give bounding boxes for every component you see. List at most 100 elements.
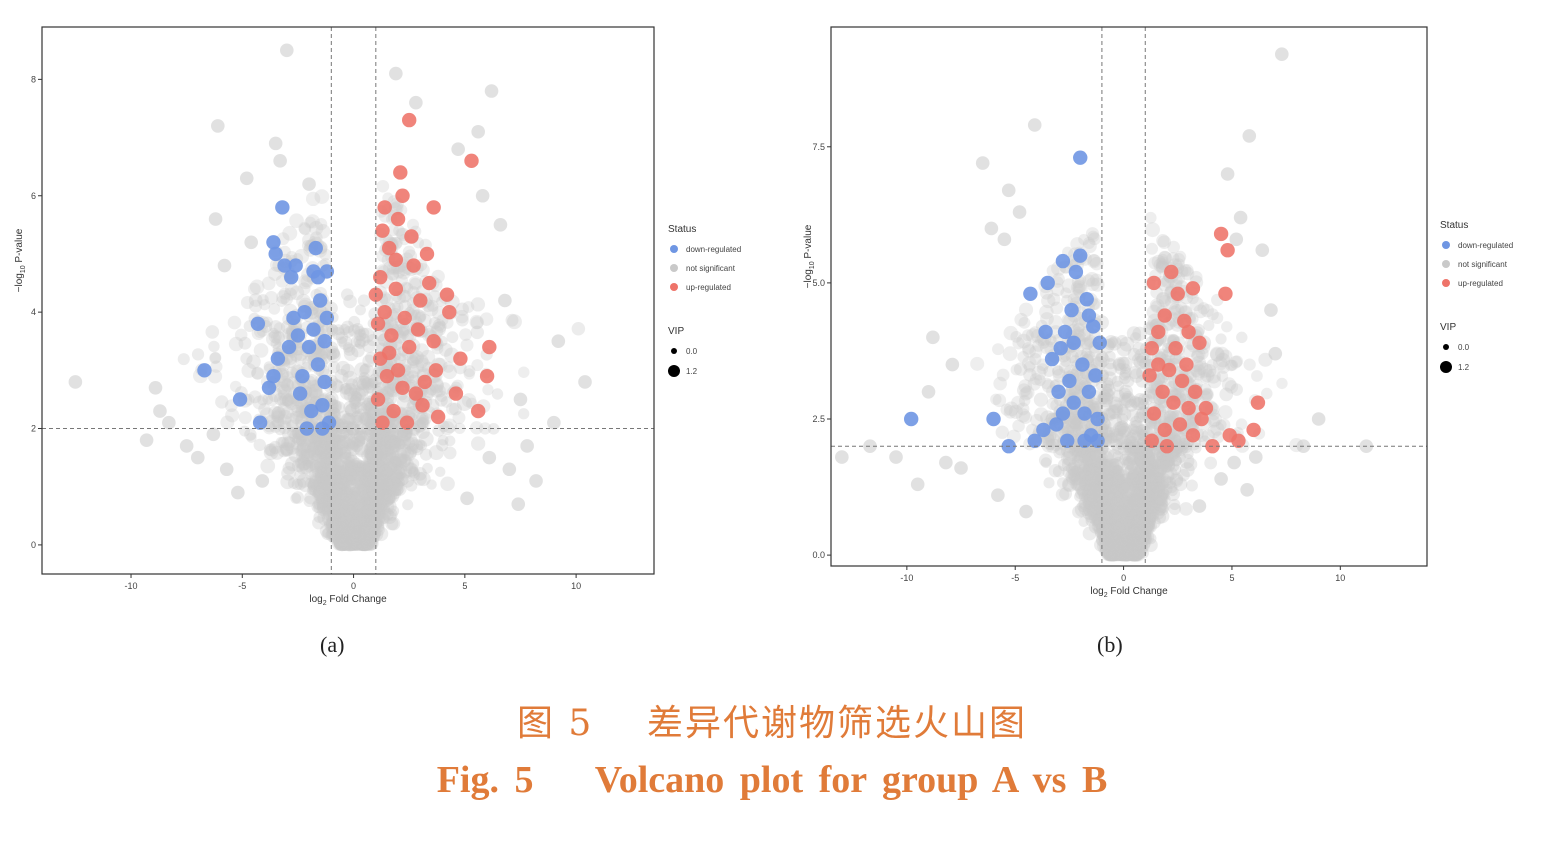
grey-point: [1156, 500, 1170, 514]
grey-point: [1078, 501, 1094, 516]
grey-point: [452, 411, 466, 425]
grey-point: [1129, 547, 1143, 561]
grey-point: [332, 521, 348, 537]
grey-point: [361, 521, 376, 536]
grey-point: [338, 536, 353, 551]
grey-point: [1115, 530, 1129, 544]
grey-point: [287, 426, 299, 439]
grey-point: [331, 493, 343, 505]
up-regulated-point: [453, 351, 468, 366]
grey-point: [318, 475, 334, 491]
grey-point: [1159, 453, 1175, 469]
grey-point: [381, 480, 395, 493]
grey-point: [377, 461, 390, 474]
grey-point: [331, 525, 347, 540]
grey-point: [366, 459, 378, 471]
grey-point: [359, 492, 375, 507]
grey-point: [299, 438, 315, 453]
grey-point: [356, 533, 369, 546]
grey-point: [311, 487, 327, 502]
grey-point: [1102, 525, 1117, 540]
grey-point: [356, 528, 368, 541]
grey-point: [1123, 508, 1134, 519]
grey-point: [382, 492, 396, 505]
grey-point: [360, 472, 375, 487]
grey-point: [354, 511, 367, 525]
grey-point: [353, 516, 368, 531]
grey-point: [373, 439, 387, 453]
grey-point: [1137, 480, 1152, 495]
grey-point: [1169, 498, 1181, 511]
grey-point: [1135, 490, 1150, 506]
grey-point: [330, 518, 345, 534]
grey-point: [356, 537, 368, 550]
grey-point: [240, 295, 255, 310]
grey-point: [365, 509, 377, 521]
grey-point: [333, 502, 346, 516]
grey-point: [1127, 495, 1138, 506]
grey-point: [1138, 467, 1154, 483]
grey-point: [377, 475, 393, 491]
grey-point: [1140, 482, 1155, 497]
grey-point: [325, 471, 340, 486]
grey-point: [346, 529, 360, 543]
grey-point: [325, 432, 337, 444]
grey-point: [382, 385, 395, 398]
grey-point: [403, 462, 419, 478]
grey-point: [334, 536, 350, 552]
grey-point: [347, 534, 359, 546]
grey-point: [324, 456, 337, 469]
grey-point: [282, 354, 297, 369]
grey-point: [359, 460, 371, 472]
grey-point: [343, 522, 356, 536]
grey-point: [340, 508, 356, 524]
grey-point: [1132, 524, 1148, 540]
grey-point: [359, 517, 374, 532]
x-axis-label: log2 Fold Change: [309, 594, 387, 607]
grey-point: [343, 505, 359, 520]
grey-point: [350, 393, 365, 408]
grey-point: [1103, 506, 1116, 519]
grey-point: [1023, 368, 1037, 382]
grey-point: [1104, 493, 1117, 506]
grey-point: [1106, 534, 1120, 548]
grey-point: [365, 512, 378, 524]
grey-point: [374, 486, 386, 498]
grey-point: [342, 475, 355, 488]
grey-point: [246, 432, 257, 443]
grey-point: [353, 440, 369, 456]
grey-point: [358, 372, 370, 384]
grey-point: [415, 357, 431, 373]
grey-point: [1115, 545, 1129, 559]
grey-point: [1102, 458, 1117, 473]
grey-point: [312, 486, 326, 500]
grey-point: [397, 427, 409, 439]
grey-point: [300, 275, 313, 288]
grey-point: [1127, 548, 1138, 560]
grey-point: [338, 515, 353, 530]
grey-point: [348, 537, 360, 550]
grey-point: [336, 538, 348, 550]
grey-point: [1081, 446, 1094, 459]
grey-point: [239, 171, 254, 186]
grey-point: [356, 536, 371, 551]
grey-point: [373, 498, 388, 514]
grey-point: [1139, 518, 1151, 530]
down-regulated-point: [299, 421, 315, 436]
grey-point: [420, 349, 436, 365]
grey-point: [280, 474, 295, 490]
grey-point: [334, 533, 350, 549]
grey-point: [360, 536, 375, 551]
grey-point: [1084, 499, 1099, 515]
grey-point: [1109, 474, 1125, 490]
grey-point: [335, 529, 351, 544]
grey-point: [350, 473, 363, 487]
grey-point: [1082, 526, 1097, 541]
grey-point: [1164, 467, 1178, 481]
grey-point: [356, 537, 370, 551]
grey-point: [1124, 464, 1138, 479]
grey-point: [384, 434, 397, 448]
grey-point: [277, 409, 293, 425]
grey-point: [1117, 537, 1129, 549]
grey-point: [357, 531, 373, 547]
